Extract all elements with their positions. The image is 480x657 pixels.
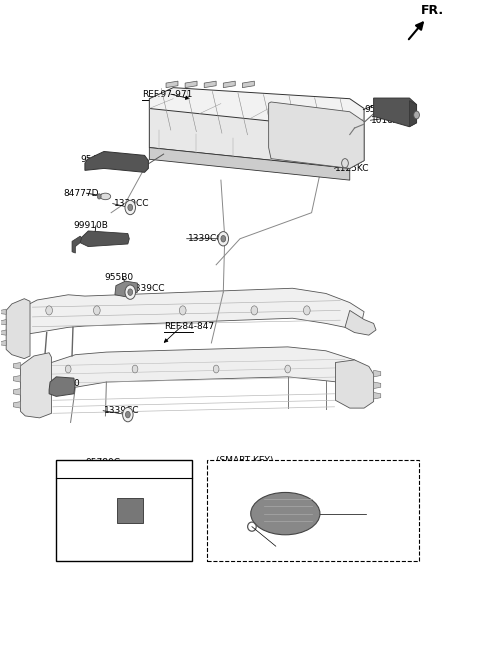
Text: 99910B: 99910B: [73, 221, 108, 230]
Ellipse shape: [100, 193, 111, 200]
Circle shape: [97, 194, 101, 199]
Polygon shape: [345, 310, 376, 335]
Polygon shape: [269, 102, 364, 168]
Circle shape: [94, 306, 100, 315]
Circle shape: [218, 231, 228, 246]
Polygon shape: [13, 401, 21, 408]
Text: 1339CC: 1339CC: [130, 284, 166, 294]
Polygon shape: [0, 340, 6, 346]
Circle shape: [414, 111, 420, 119]
Text: 95780C: 95780C: [85, 458, 120, 466]
Polygon shape: [0, 330, 6, 335]
Polygon shape: [6, 299, 30, 359]
Polygon shape: [409, 101, 417, 127]
Polygon shape: [49, 377, 75, 396]
Circle shape: [213, 365, 219, 373]
Text: 1339CC: 1339CC: [114, 199, 149, 208]
Polygon shape: [149, 87, 364, 129]
Polygon shape: [34, 347, 364, 396]
Text: 1339CC: 1339CC: [188, 235, 223, 243]
Polygon shape: [149, 108, 350, 168]
Circle shape: [303, 306, 310, 315]
Polygon shape: [0, 319, 6, 325]
Circle shape: [128, 204, 132, 211]
Text: 1018AD: 1018AD: [371, 116, 407, 125]
Circle shape: [122, 407, 133, 422]
Polygon shape: [21, 353, 51, 418]
Polygon shape: [115, 281, 137, 297]
Circle shape: [125, 411, 130, 418]
Bar: [56, 460, 192, 561]
Text: 1339CC: 1339CC: [104, 406, 140, 415]
Polygon shape: [0, 309, 6, 314]
Polygon shape: [72, 236, 82, 253]
Circle shape: [180, 306, 186, 315]
Polygon shape: [336, 360, 373, 408]
Polygon shape: [13, 363, 21, 369]
Circle shape: [125, 285, 135, 300]
Text: FR.: FR.: [421, 5, 444, 17]
Polygon shape: [185, 81, 197, 87]
Polygon shape: [242, 81, 254, 87]
Polygon shape: [13, 388, 21, 395]
Circle shape: [285, 365, 290, 373]
Bar: [117, 498, 144, 523]
Text: 955B0: 955B0: [104, 273, 133, 283]
Text: (SMART KEY): (SMART KEY): [216, 457, 274, 465]
Circle shape: [125, 200, 135, 215]
Polygon shape: [373, 98, 417, 127]
Polygon shape: [80, 231, 129, 246]
Polygon shape: [85, 152, 148, 172]
Circle shape: [221, 235, 226, 242]
Polygon shape: [13, 376, 21, 382]
Text: 95590: 95590: [51, 379, 80, 388]
Polygon shape: [166, 81, 178, 87]
Polygon shape: [350, 122, 364, 168]
Circle shape: [65, 365, 71, 373]
Polygon shape: [9, 288, 364, 336]
Polygon shape: [373, 382, 381, 388]
Circle shape: [251, 306, 258, 315]
Text: 84777D: 84777D: [63, 189, 99, 198]
Polygon shape: [373, 392, 381, 399]
Text: 95420F: 95420F: [80, 155, 114, 164]
Circle shape: [128, 289, 132, 296]
Circle shape: [132, 365, 138, 373]
Polygon shape: [373, 371, 381, 377]
Text: 95440K: 95440K: [369, 509, 403, 518]
Text: REF.84-847: REF.84-847: [164, 321, 214, 330]
Text: 1125KC: 1125KC: [336, 164, 370, 173]
Ellipse shape: [251, 493, 320, 535]
Polygon shape: [223, 81, 235, 87]
Bar: [206, 460, 419, 561]
Polygon shape: [204, 81, 216, 87]
Circle shape: [46, 306, 52, 315]
Polygon shape: [149, 148, 350, 180]
Text: 95413A: 95413A: [278, 541, 313, 551]
Circle shape: [342, 158, 348, 168]
Text: REF.97-971: REF.97-971: [142, 89, 192, 99]
Text: 95400U: 95400U: [364, 105, 399, 114]
